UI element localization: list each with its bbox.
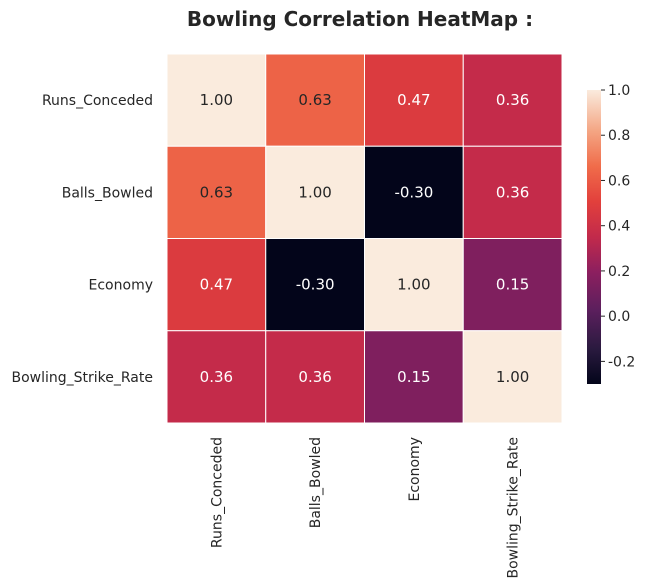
heatmap-cell-label-0-3: 0.36 xyxy=(496,91,529,109)
heatmap-cell-label-1-0: 0.63 xyxy=(200,183,233,201)
heatmap-cell-3-1 xyxy=(265,330,365,424)
heatmap-cell-label-3-1: 0.36 xyxy=(298,368,331,386)
row-tick-label: Economy xyxy=(89,278,153,294)
heatmap-cell-label-0-2: 0.47 xyxy=(397,91,430,109)
heatmap-cell-label-0-0: 1.00 xyxy=(200,91,233,109)
heatmap-cell-label-1-2: -0.30 xyxy=(394,183,433,201)
heatmap-cell-label-2-3: 0.15 xyxy=(496,276,529,294)
column-tick-label: Runs_Conceded xyxy=(209,437,225,548)
heatmap-cell-1-1 xyxy=(265,145,365,239)
heatmap-cell-3-0 xyxy=(166,330,267,424)
heatmap-cell-label-1-3: 0.36 xyxy=(496,183,529,201)
chart-title: Bowling Correlation HeatMap : xyxy=(187,7,533,31)
row-tick-label: Bowling_Strike_Rate xyxy=(11,370,153,386)
colorbar-tick-label: 0.0 xyxy=(608,309,630,325)
colorbar-ticks: -0.2 0.0 0.2 0.4 0.6 0.8 1.0 xyxy=(601,83,635,370)
heatmap-cell-label-3-2: 0.15 xyxy=(397,368,430,386)
column-tick-label: Bowling_Strike_Rate xyxy=(506,437,522,579)
column-tick-labels: Runs_Conceded Balls_Bowled Economy Bowling_… xyxy=(209,437,521,579)
heatmap-cell-label-3-0: 0.36 xyxy=(200,368,233,386)
heatmap-cell-label-2-1: -0.30 xyxy=(296,276,335,294)
heatmap-cell-label-2-0: 0.47 xyxy=(200,276,233,294)
heatmap-cell-3-2 xyxy=(364,330,464,424)
row-tick-labels: Runs_Conceded Balls_Bowled Economy Bowling_… xyxy=(11,93,153,386)
row-tick-label: Balls_Bowled xyxy=(62,185,153,201)
colorbar-gradient xyxy=(587,90,601,384)
colorbar-tick-label: 0.2 xyxy=(608,264,630,280)
heatmap-cell-0-0 xyxy=(166,53,267,147)
colorbar-tick-label: 1.0 xyxy=(608,83,630,99)
heatmap-cell-1-0 xyxy=(166,145,267,239)
heatmap-cell-3-3 xyxy=(462,330,563,424)
heatmap-cell-label-2-2: 1.00 xyxy=(397,276,430,294)
colorbar-tick-label: 0.4 xyxy=(608,219,630,235)
heatmap-cell-1-3 xyxy=(462,145,563,239)
heatmap-cell-2-3 xyxy=(462,238,563,332)
column-tick-label: Economy xyxy=(407,437,423,501)
heatmap-cell-label-3-3: 1.00 xyxy=(496,368,529,386)
colorbar-tick-label: -0.2 xyxy=(608,354,635,370)
heatmap-cell-2-1 xyxy=(265,238,365,332)
colorbar-tick-label: 0.6 xyxy=(608,173,630,189)
heatmap-cell-0-1 xyxy=(265,53,365,147)
column-tick-label: Balls_Bowled xyxy=(308,437,324,528)
heatmap-cell-0-3 xyxy=(462,53,563,147)
heatmap-cell-0-2 xyxy=(364,53,464,147)
heatmap-cells: 1.00 0.63 0.47 0.36 0.63 1.00 -0.30 0.36 0.47 -0.… xyxy=(166,53,563,424)
row-tick-label: Runs_Conceded xyxy=(42,93,153,109)
heatmap-cell-label-0-1: 0.63 xyxy=(298,91,331,109)
colorbar-tick-label: 0.8 xyxy=(608,128,630,144)
colorbar: -0.2 0.0 0.2 0.4 0.6 0.8 1.0 xyxy=(587,83,635,384)
heatmap-cell-label-1-1: 1.00 xyxy=(298,183,331,201)
